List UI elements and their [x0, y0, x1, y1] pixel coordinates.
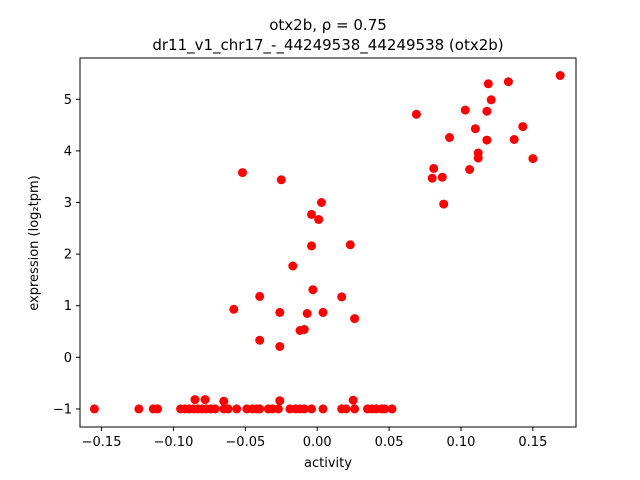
- data-point-44: [276, 175, 286, 185]
- data-point-40: [219, 396, 229, 406]
- data-point-65: [427, 173, 437, 183]
- data-point-78: [503, 77, 513, 87]
- data-point-80: [518, 122, 528, 132]
- y-tick-label: −1: [53, 402, 72, 417]
- data-point-66: [437, 172, 447, 182]
- data-point-62: [275, 342, 285, 351]
- x-tick-label: 0.00: [303, 435, 332, 450]
- data-point-74: [482, 135, 492, 145]
- data-point-63: [411, 109, 421, 119]
- data-point-50: [288, 261, 298, 271]
- data-point-36: [380, 404, 390, 414]
- data-point-68: [445, 133, 454, 142]
- data-point-48: [307, 241, 316, 251]
- data-point-12: [210, 404, 220, 414]
- data-point-43: [238, 168, 247, 178]
- data-point-56: [302, 309, 312, 318]
- x-tick-label: −0.10: [154, 435, 194, 450]
- x-tick-label: −0.15: [82, 435, 122, 450]
- data-point-76: [483, 79, 493, 89]
- y-axis-label: expression (log₂tpm): [27, 175, 42, 310]
- data-point-51: [308, 285, 318, 295]
- y-tick-label: 3: [64, 196, 72, 211]
- y-tick-label: 4: [64, 144, 72, 159]
- data-point-37: [387, 404, 397, 414]
- data-point-30: [341, 404, 351, 414]
- data-point-77: [486, 95, 496, 105]
- x-tick-label: −0.05: [225, 435, 265, 450]
- data-point-27: [307, 404, 316, 414]
- plot-frame: [79, 57, 577, 428]
- data-point-57: [318, 307, 328, 317]
- data-point-45: [317, 198, 326, 207]
- data-point-41: [275, 396, 285, 406]
- x-tick-label: 0.10: [447, 435, 476, 450]
- data-point-67: [439, 199, 449, 209]
- data-point-49: [345, 240, 355, 250]
- data-point-14: [223, 404, 233, 414]
- data-point-73: [473, 153, 483, 163]
- chart-title-line1: otx2b, ρ = 0.75: [269, 16, 387, 34]
- data-point-64: [429, 163, 439, 173]
- data-point-46: [307, 209, 316, 219]
- data-point-55: [275, 307, 285, 317]
- data-point-58: [350, 314, 360, 324]
- x-tick-label: 0.15: [518, 435, 547, 450]
- chart-title-line2: dr11_v1_chr17_-_44249538_44249538 (otx2b…: [152, 36, 503, 55]
- data-point-0: [89, 404, 99, 414]
- y-tick-label: 0: [64, 351, 72, 366]
- x-tick-label: 0.05: [375, 435, 404, 450]
- data-point-22: [273, 404, 283, 414]
- data-point-53: [337, 292, 347, 302]
- data-point-79: [509, 135, 519, 144]
- data-point-60: [299, 325, 309, 334]
- data-point-31: [350, 404, 360, 414]
- data-point-71: [470, 124, 480, 134]
- data-point-47: [314, 215, 324, 224]
- x-axis-ticks: −0.15 −0.10 −0.05 0.00 0.05 0.10 0.15: [82, 427, 547, 450]
- data-point-75: [482, 106, 492, 116]
- data-point-3: [153, 404, 163, 414]
- y-axis-ticks: −1 0 1 2 3 4 5: [53, 93, 80, 417]
- data-point-15: [232, 404, 242, 414]
- data-point-82: [555, 71, 565, 80]
- data-point-81: [528, 154, 538, 164]
- data-point-28: [318, 404, 328, 414]
- x-axis-label: activity: [304, 456, 352, 471]
- data-point-39: [200, 395, 210, 405]
- data-point-54: [229, 304, 239, 314]
- data-point-69: [460, 105, 470, 115]
- y-tick-label: 2: [64, 248, 72, 263]
- data-point-38: [190, 395, 200, 405]
- data-point-19: [255, 404, 265, 414]
- points-layer: [89, 71, 565, 414]
- y-tick-label: 5: [64, 93, 72, 108]
- data-point-61: [255, 335, 265, 345]
- data-point-26: [299, 404, 309, 414]
- data-point-70: [465, 165, 475, 174]
- data-point-52: [255, 291, 265, 301]
- y-tick-label: 1: [64, 299, 72, 314]
- data-point-42: [348, 395, 358, 405]
- data-point-1: [134, 404, 144, 414]
